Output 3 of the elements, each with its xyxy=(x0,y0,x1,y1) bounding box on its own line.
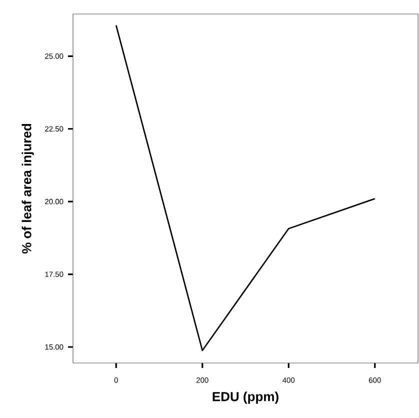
x-axis-title: EDU (ppm) xyxy=(212,392,278,404)
y-axis-title: % of leaf area injured xyxy=(22,124,34,254)
line-series xyxy=(115,24,376,352)
